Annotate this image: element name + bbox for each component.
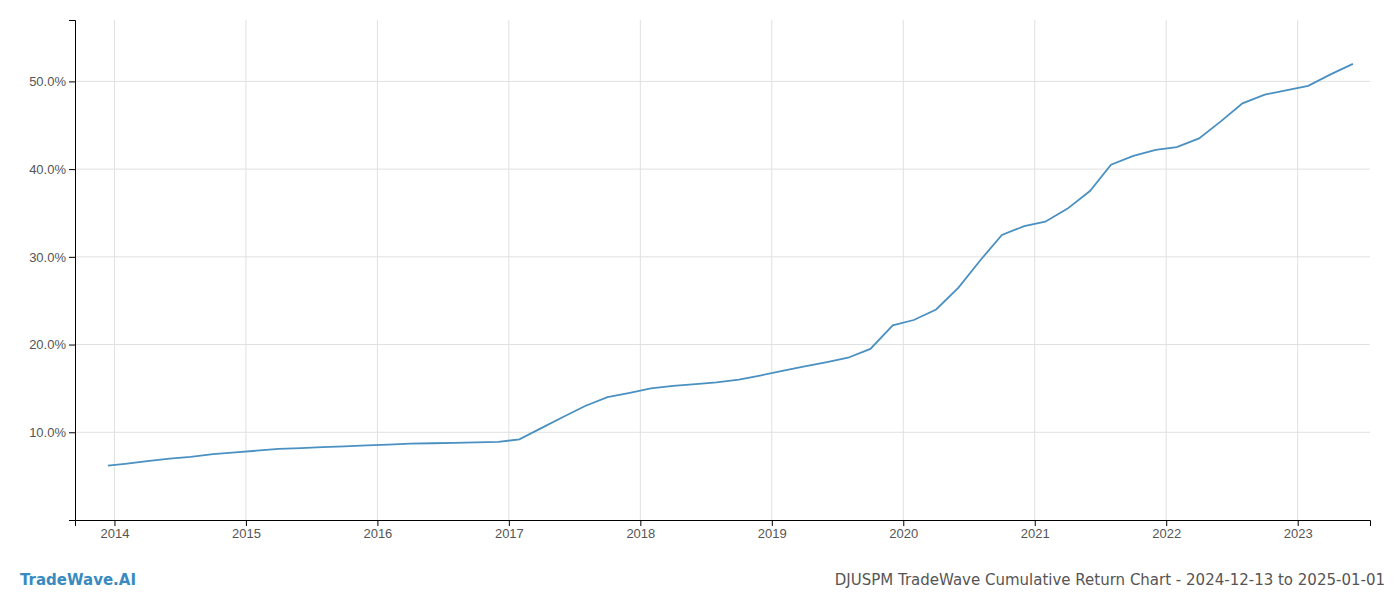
x-tick-mark [246, 520, 247, 526]
grid-line-x [771, 20, 772, 520]
y-tick-mark [69, 432, 75, 433]
line [108, 64, 1353, 466]
grid-line-x [1166, 20, 1167, 520]
x-tick-mark [1035, 520, 1036, 526]
grid-line-x [1034, 20, 1035, 520]
x-tick-label: 2014 [100, 526, 129, 541]
grid-line-x [508, 20, 509, 520]
x-tick-mark [509, 520, 510, 526]
y-tick: 20.0% [29, 337, 75, 352]
y-tick-label: 50.0% [29, 74, 66, 89]
grid-line-y [75, 169, 1370, 170]
y-tick-mark [69, 257, 75, 258]
plot-area [108, 64, 1353, 466]
x-tick-label: 2018 [626, 526, 655, 541]
y-axis-line [69, 21, 76, 521]
y-axis: 10.0% 20.0% 30.0% 40.0% 50.0% [29, 21, 75, 521]
grid-line-x [903, 20, 904, 520]
y-tick: 10.0% [29, 425, 75, 440]
x-tick: 2015 [232, 520, 261, 541]
x-tick-mark [903, 520, 904, 526]
title: DJUSPM TradeWave Cumulative Return Chart… [835, 571, 1385, 589]
x-tick: 2022 [1152, 520, 1181, 541]
y-tick: 40.0% [29, 162, 75, 177]
x-tick-label: 2015 [232, 526, 261, 541]
x-tick: 2019 [758, 520, 787, 541]
x-tick-mark [1166, 520, 1167, 526]
grid-line-y [75, 344, 1370, 345]
y-tick-label: 10.0% [29, 425, 66, 440]
x-tick-mark [377, 520, 378, 526]
x-tick-label: 2019 [758, 526, 787, 541]
x-tick: 2021 [1021, 520, 1050, 541]
y-tick-mark [69, 345, 75, 346]
x-tick-label: 2017 [495, 526, 524, 541]
x-tick-label: 2021 [1021, 526, 1050, 541]
x-tick: 2018 [626, 520, 655, 541]
x-tick-mark [1298, 520, 1299, 526]
x-tick-label: 2016 [363, 526, 392, 541]
x-tick-mark [114, 520, 115, 526]
grid [75, 20, 1370, 520]
x-tick: 2014 [100, 520, 129, 541]
x-tick-mark [772, 520, 773, 526]
y-tick: 50.0% [29, 74, 75, 89]
watermark: TradeWave.AI [20, 571, 136, 589]
x-axis-line [76, 521, 1371, 527]
x-axis: 2014 2015 2016 2017 2018 2019 2020 2021 2022 2023 [76, 520, 1371, 541]
grid-line-x [114, 20, 115, 520]
x-tick: 2020 [889, 520, 918, 541]
x-tick: 2016 [363, 520, 392, 541]
grid-line-y [75, 256, 1370, 257]
y-tick-label: 30.0% [29, 250, 66, 265]
x-tick: 2017 [495, 520, 524, 541]
x-tick: 2023 [1284, 520, 1313, 541]
y-tick-label: 40.0% [29, 162, 66, 177]
y-tick: 30.0% [29, 250, 75, 265]
grid-line-x [1297, 20, 1298, 520]
x-tick-label: 2023 [1284, 526, 1313, 541]
grid-line-y [75, 432, 1370, 433]
grid-line-x [640, 20, 641, 520]
grid-line-x [245, 20, 246, 520]
y-tick-mark [69, 81, 75, 82]
chart: 2014 2015 2016 2017 2018 2019 2020 2021 2022 2023… [0, 0, 1400, 600]
grid-line-y [75, 81, 1370, 82]
x-tick-label: 2020 [889, 526, 918, 541]
y-tick-label: 20.0% [29, 337, 66, 352]
x-tick-mark [640, 520, 641, 526]
x-tick-label: 2022 [1152, 526, 1181, 541]
y-tick-mark [69, 169, 75, 170]
